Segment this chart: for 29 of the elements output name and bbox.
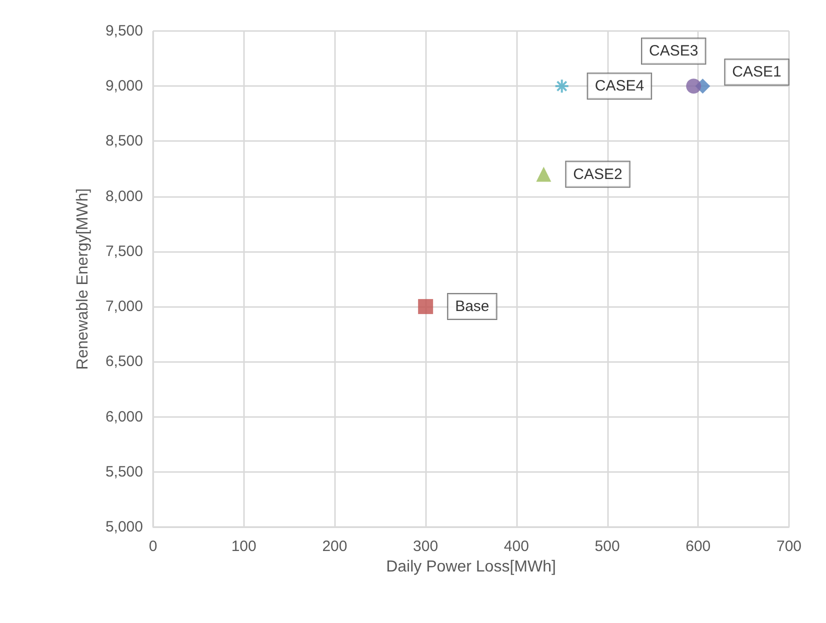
y-tick-label: 5,500 bbox=[105, 463, 143, 480]
x-tick-label: 200 bbox=[322, 538, 348, 555]
y-tick-label: 5,000 bbox=[105, 518, 143, 536]
x-tick-label: 500 bbox=[594, 538, 620, 555]
y-tick-label: 8,500 bbox=[105, 132, 143, 150]
x-tick-label: 0 bbox=[148, 538, 158, 555]
y-tick-label: 7,000 bbox=[105, 298, 143, 316]
x-tick-label: 700 bbox=[776, 538, 802, 555]
series-label: Base bbox=[455, 298, 490, 316]
y-tick-label: 6,500 bbox=[105, 353, 143, 370]
x-tick-label: 100 bbox=[231, 538, 256, 555]
x-tick-label: 400 bbox=[504, 538, 529, 555]
series-label: CASE3 bbox=[649, 42, 698, 60]
y-tick-label: 6,000 bbox=[105, 408, 143, 426]
y-tick-label: 9,000 bbox=[105, 78, 143, 95]
y-axis-title: Renewable Energy[MWh] bbox=[74, 188, 92, 370]
point bbox=[554, 78, 570, 94]
point bbox=[686, 78, 702, 94]
x-tick-label: 300 bbox=[413, 538, 438, 555]
series-label: CASE2 bbox=[573, 166, 622, 183]
y-tick-label: 7,500 bbox=[105, 242, 143, 260]
point bbox=[418, 299, 434, 314]
x-axis-title: Daily Power Loss[MWh] bbox=[386, 558, 556, 576]
x-tick-label: 600 bbox=[686, 538, 711, 555]
y-tick-label: 9,500 bbox=[105, 22, 143, 40]
series-label: CASE4 bbox=[594, 78, 644, 95]
y-tick-label: 8,000 bbox=[105, 188, 143, 205]
point bbox=[536, 166, 552, 182]
series-label: CASE1 bbox=[732, 64, 782, 81]
